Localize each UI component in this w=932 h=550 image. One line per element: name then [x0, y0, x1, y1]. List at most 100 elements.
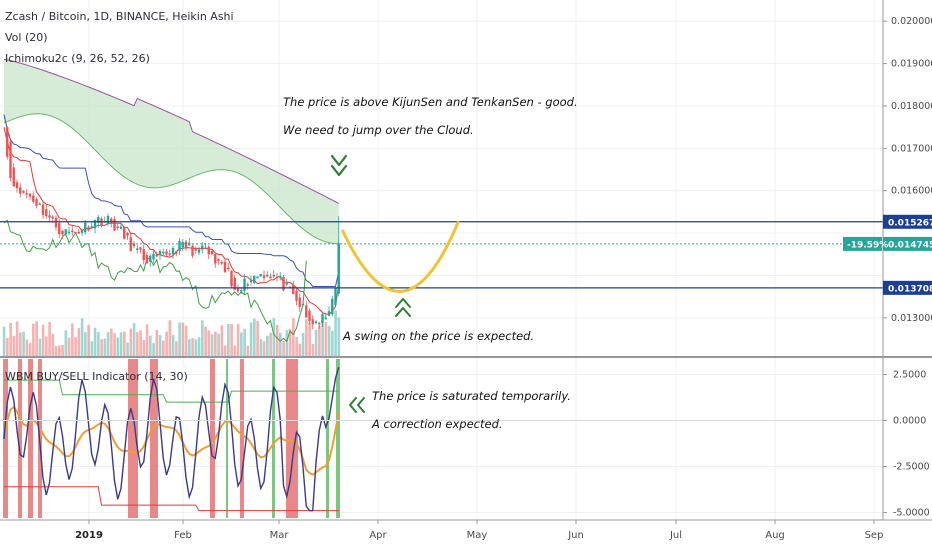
volume-bar	[324, 322, 328, 356]
volume-bar	[136, 332, 139, 356]
candle-body	[308, 310, 311, 321]
indicator-lines	[0, 366, 883, 512]
candle-body	[181, 242, 184, 248]
candle-body	[233, 277, 236, 290]
candle-body	[142, 249, 145, 261]
volume-bar	[314, 329, 318, 356]
candle-body	[305, 305, 308, 318]
symbol-title[interactable]: Zcash / Bitcoin, 1D, BINANCE, Heikin Ash…	[5, 10, 234, 23]
indicator-axis[interactable]: 2.5000 0.0000 -2.5000 -5.0000	[883, 370, 930, 519]
volume-bar	[155, 329, 159, 356]
volume-bar	[149, 335, 152, 356]
volume-bar	[22, 331, 25, 356]
candle-body	[168, 253, 171, 255]
candle-body	[282, 276, 285, 291]
volume-bar	[311, 343, 315, 356]
price-tick-label: 0.017000	[891, 143, 932, 154]
volume-bar	[191, 338, 194, 356]
legend-wbm-indicator[interactable]: WBM BUY/SELL Indicator (14, 30)	[5, 370, 188, 383]
candle-body	[61, 230, 64, 235]
volume-bar	[318, 325, 321, 356]
buy-zone	[210, 359, 215, 518]
legend-ichimoku[interactable]: Ichimoku2c (9, 26, 52, 26)	[5, 52, 150, 65]
price-badge-label: 0.013708	[888, 284, 932, 294]
price-badge-label: 0.015267	[888, 218, 932, 228]
candle-body	[74, 231, 77, 234]
legend-volume[interactable]: Vol (20)	[5, 31, 48, 44]
senkou-a-line	[3, 113, 339, 245]
change-badge	[843, 236, 882, 251]
volume-bar	[214, 331, 217, 356]
candle-body	[236, 288, 240, 292]
buy-zone	[28, 359, 33, 518]
volume-bar	[272, 318, 276, 356]
volume-bar	[90, 341, 94, 356]
volume-bar	[168, 320, 172, 356]
candle-body	[246, 284, 249, 286]
volume-bar	[256, 320, 259, 356]
candle-body	[214, 254, 217, 264]
candle-body	[162, 251, 165, 254]
candle-body	[334, 288, 337, 305]
volume-bar	[188, 339, 191, 356]
heikin-ashi-candles	[6, 126, 341, 330]
volume-bar	[74, 337, 77, 356]
volume-bar	[9, 322, 12, 356]
candle-body	[87, 226, 90, 231]
candle-body	[253, 275, 256, 284]
volume-bar	[275, 324, 279, 356]
candle-body	[145, 254, 149, 264]
candle-body	[230, 270, 233, 287]
candle-body	[116, 226, 119, 229]
volume-bar	[100, 339, 103, 356]
volume-bar	[28, 343, 32, 356]
volume-bar	[106, 332, 110, 356]
volume-bar	[77, 328, 81, 356]
candle-body	[272, 275, 275, 277]
candle-body	[178, 240, 181, 251]
volume-bar	[266, 335, 269, 356]
volume-bar	[279, 332, 282, 356]
candle-body	[58, 222, 61, 235]
price-badge	[883, 214, 932, 229]
volume-bar	[67, 337, 71, 356]
candle-body	[220, 262, 223, 264]
indicator-zones	[3, 359, 340, 518]
lower-band-line	[4, 486, 339, 512]
volume-bar	[97, 332, 100, 356]
volume-bar	[113, 333, 116, 356]
candle-body	[249, 280, 253, 283]
annotation-swing: A swing on the price is expected.	[342, 329, 534, 343]
price-axis[interactable]: 0.020000 0.019000 0.018000 0.017000 0.016000…	[883, 16, 932, 324]
volume-bar	[331, 330, 334, 356]
price-badge	[883, 236, 932, 251]
candle-body	[129, 237, 132, 252]
time-axis[interactable]: 2019 Feb Mar Apr May Jun Jul Aug Sep	[75, 520, 883, 541]
candle-body	[269, 276, 272, 279]
volume-bar	[145, 324, 149, 356]
volume-bar	[194, 339, 198, 356]
cloud-fill	[4, 59, 339, 244]
volume-bar	[259, 339, 263, 356]
volume-bar	[201, 320, 204, 356]
change-badge-label: -19.59%	[847, 240, 888, 250]
candle-body	[175, 251, 178, 254]
volume-bar	[220, 325, 224, 356]
candle-body	[19, 187, 22, 194]
time-tick-label: Mar	[270, 530, 290, 541]
candle-body	[331, 298, 334, 315]
candle-body	[295, 290, 298, 301]
price-tick-label: 0.020000	[891, 16, 932, 27]
sell-zone	[272, 359, 275, 518]
candle-body	[279, 276, 282, 278]
volume-bar	[87, 324, 90, 356]
volume-bar	[253, 318, 256, 356]
volume-bar	[15, 321, 19, 356]
volume-bar	[298, 343, 302, 356]
sell-zone	[336, 359, 340, 518]
time-tick-label: Sep	[865, 530, 884, 541]
candle-body	[136, 248, 139, 250]
ichimoku-cloud	[4, 59, 339, 244]
volume-bar	[45, 336, 48, 356]
swing-arc	[341, 221, 460, 293]
